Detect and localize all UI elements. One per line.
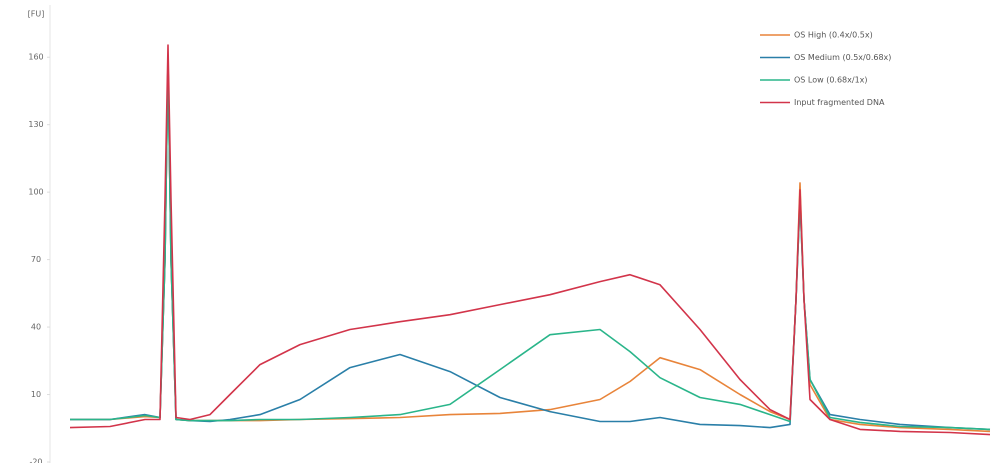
y-tick-label: 70 bbox=[31, 255, 41, 264]
y-tick-label: 160 bbox=[28, 53, 43, 62]
series-line bbox=[70, 59, 991, 431]
y-tick-label: 100 bbox=[28, 188, 43, 197]
series-line bbox=[70, 59, 991, 433]
y-tick-label: 40 bbox=[31, 323, 41, 332]
legend-label: Input fragmented DNA bbox=[794, 98, 885, 107]
series-line bbox=[69, 44, 991, 436]
legend-label: OS High (0.4x/0.5x) bbox=[794, 31, 873, 40]
legend-label: OS Low (0.68x/1x) bbox=[794, 76, 868, 85]
legend-label: OS Medium (0.5x/0.68x) bbox=[794, 53, 891, 62]
y-tick-label: -20 bbox=[29, 458, 42, 463]
legend: OS High (0.4x/0.5x) OS Medium (0.5x/0.68x… bbox=[760, 31, 891, 107]
y-axis-label: [FU] bbox=[28, 10, 45, 19]
y-tick-label: 130 bbox=[28, 120, 43, 129]
series-line bbox=[70, 59, 991, 431]
y-tick-label: 10 bbox=[31, 390, 41, 399]
